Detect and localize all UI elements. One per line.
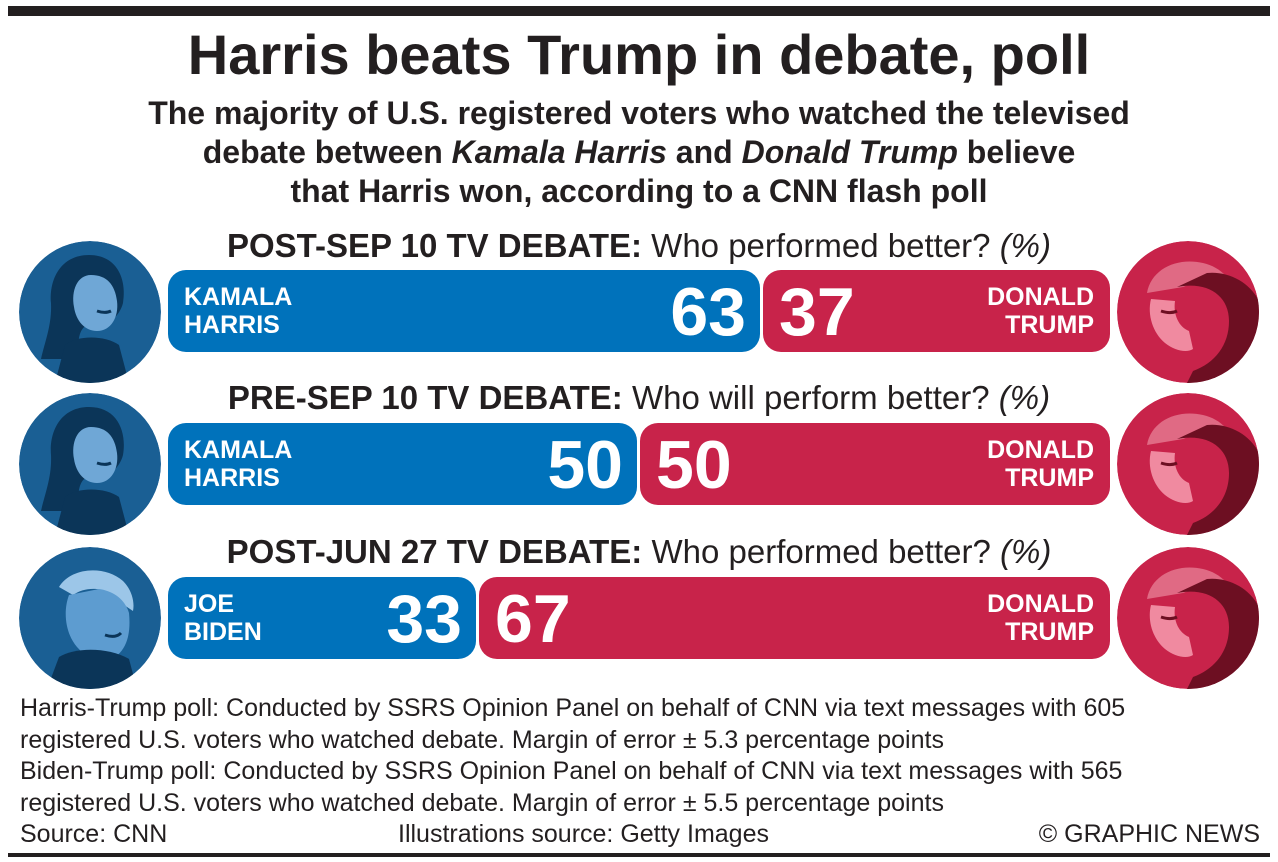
top-rule	[8, 6, 1270, 16]
candidate-name-line: DONALD	[987, 590, 1094, 618]
candidate-name: JOE BIDEN	[184, 590, 262, 646]
harris-portrait-icon	[19, 241, 161, 383]
candidate-name-line: HARRIS	[184, 311, 280, 339]
panel-heading-question: Who will perform better?	[622, 379, 999, 416]
value-label: 63	[670, 274, 746, 350]
candidate-name: KAMALA HARRIS	[184, 283, 292, 339]
trump-portrait-icon	[1117, 241, 1259, 383]
footnote-line: registered U.S. voters who watched debat…	[20, 788, 944, 817]
trump-portrait-icon	[1117, 393, 1259, 535]
bottom-rule	[8, 853, 1270, 857]
value-label: 37	[779, 274, 855, 350]
bar-right: DONALD TRUMP 67	[479, 577, 1110, 659]
trump-portrait-icon	[1117, 547, 1259, 689]
panel-heading-bold: POST-JUN 27 TV DEBATE:	[226, 533, 643, 570]
candidate-name-line: KAMALA	[184, 436, 293, 464]
harris-portrait-icon	[19, 393, 161, 535]
panel-heading-unit: (%)	[998, 379, 1051, 416]
subtitle-line-1: The majority of U.S. registered voters w…	[148, 95, 1130, 131]
candidate-name: DONALD TRUMP	[987, 436, 1094, 492]
subtitle-text: debate between	[202, 134, 452, 170]
panel-heading: POST-JUN 27 TV DEBATE: Who performed bet…	[0, 532, 1278, 572]
candidate-name-line: DONALD	[987, 436, 1094, 464]
credit-text: © GRAPHIC NEWS	[1038, 820, 1260, 848]
panel-heading-question: Who performed better?	[642, 533, 1000, 570]
subtitle-line-3: that Harris won, according to a CNN flas…	[290, 173, 988, 209]
bar-right: DONALD TRUMP 37	[763, 270, 1110, 352]
candidate-name-line: BIDEN	[184, 618, 262, 646]
panel-heading: POST-SEP 10 TV DEBATE: Who performed bet…	[0, 226, 1278, 266]
panel-heading-bold: POST-SEP 10 TV DEBATE:	[226, 227, 643, 264]
panel-heading-unit: (%)	[999, 227, 1052, 264]
candidate-name-line: KAMALA	[184, 283, 293, 311]
candidate-name-line: TRUMP	[1005, 464, 1094, 492]
footnote-line: Harris-Trump poll: Conducted by SSRS Opi…	[20, 694, 1126, 722]
footnote-line: Biden-Trump poll: Conducted by SSRS Opin…	[20, 757, 1123, 785]
source-row: Source: CNN Illustrations source: Getty …	[20, 819, 1260, 851]
page-title: Harris beats Trump in debate, poll	[187, 23, 1091, 86]
source-text: Source: CNN	[20, 820, 168, 848]
candidate-name-line: TRUMP	[1005, 618, 1094, 646]
candidate-name-line: JOE	[184, 590, 235, 618]
candidate-name-line: HARRIS	[184, 464, 280, 492]
subtitle-text: believe	[957, 134, 1076, 170]
candidate-name: DONALD TRUMP	[987, 590, 1094, 646]
candidate-name: DONALD TRUMP	[987, 283, 1094, 339]
value-label: 50	[656, 427, 732, 503]
panel-heading-bold: PRE-SEP 10 TV DEBATE:	[227, 379, 623, 416]
footnote-line: registered U.S. voters who watched debat…	[20, 725, 944, 754]
bar-left: JOE BIDEN 33	[168, 577, 476, 659]
candidate-name: KAMALA HARRIS	[184, 436, 292, 492]
subtitle: The majority of U.S. registered voters w…	[0, 94, 1278, 211]
footnotes: Harris-Trump poll: Conducted by SSRS Opi…	[20, 693, 1260, 819]
bar-left: KAMALA HARRIS 63	[168, 270, 760, 352]
candidate-name-line: TRUMP	[1005, 311, 1094, 339]
panel-heading: PRE-SEP 10 TV DEBATE: Who will perform b…	[0, 378, 1278, 418]
illustrations-source: Illustrations source: Getty Images	[398, 820, 769, 848]
bar-left: KAMALA HARRIS 50	[168, 423, 637, 505]
value-label: 67	[495, 581, 571, 657]
subtitle-trump-name: Donald Trump	[741, 134, 958, 170]
bar-right: DONALD TRUMP 50	[640, 423, 1110, 505]
candidate-name-line: DONALD	[987, 283, 1094, 311]
value-label: 50	[547, 427, 623, 503]
subtitle-line-2: debate between Kamala Harris and Donald …	[0, 133, 1278, 172]
biden-portrait-icon	[19, 547, 161, 689]
panel-heading-question: Who performed better?	[642, 227, 1000, 264]
subtitle-harris-name: Kamala Harris	[451, 134, 667, 170]
subtitle-text: and	[666, 134, 742, 170]
panel-heading-unit: (%)	[999, 533, 1052, 570]
value-label: 33	[386, 581, 462, 657]
